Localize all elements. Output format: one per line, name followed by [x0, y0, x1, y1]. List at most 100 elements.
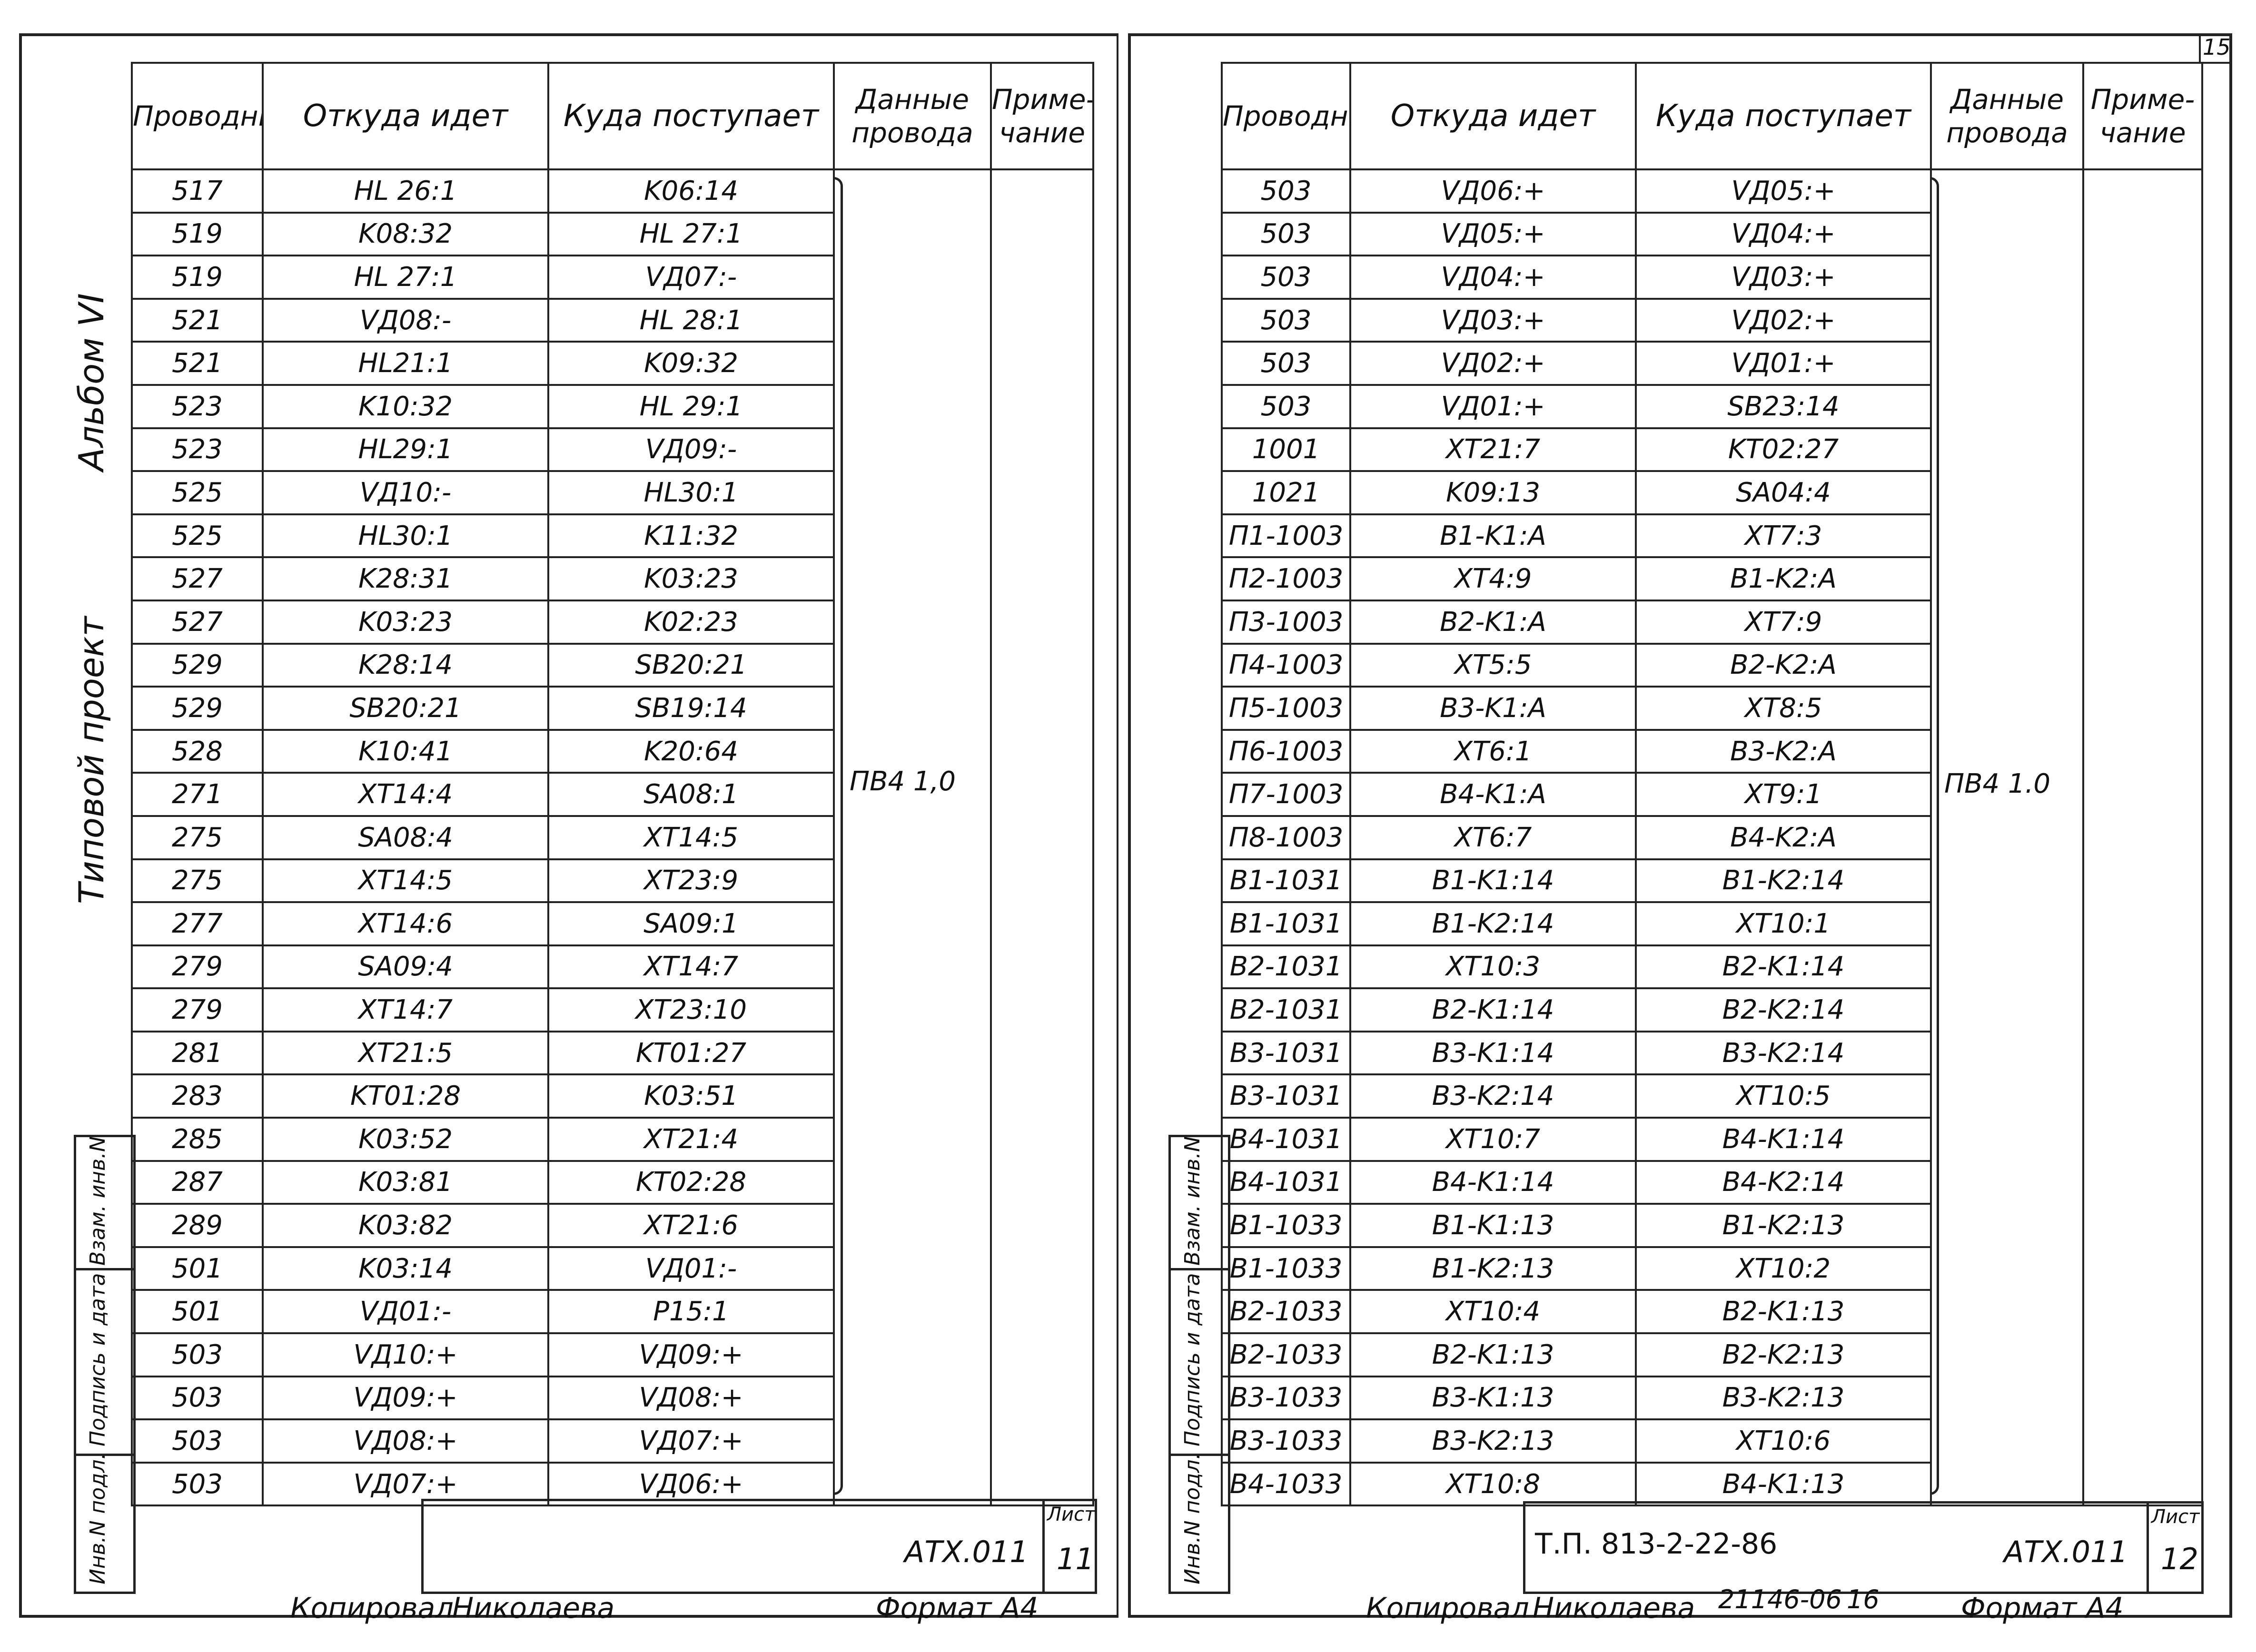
source-terminal-cell: B2-K1:13: [1349, 1332, 1637, 1377]
table-row: 271 XT14:4 SA08:1: [131, 772, 1094, 817]
source-terminal-cell: K03:23: [262, 599, 549, 645]
wire-id-cell: 501: [131, 1289, 264, 1335]
note-cell: [990, 945, 1094, 989]
wire-id-cell: B3-1031: [1221, 1073, 1351, 1119]
note-cell: [990, 687, 1094, 730]
format-left: Формат А4: [876, 1592, 1039, 1625]
source-terminal-cell: VД10:-: [262, 470, 549, 515]
table-row: 523 K10:32 HL 29:1: [131, 384, 1094, 429]
table-row: 503 VД02:+ VД01:+: [1221, 341, 2203, 386]
source-terminal-cell: K28:14: [262, 642, 549, 688]
corner-page-number: 15: [2203, 34, 2231, 60]
sheet-box-left: [1042, 1499, 1097, 1594]
sheet-label-right: Лист: [2151, 1506, 2200, 1528]
table-row: П1-1003 B1-K1:A XT7:3: [1221, 513, 2203, 559]
source-terminal-cell: HL21:1: [262, 341, 549, 386]
destination-terminal-cell: B4-K2:A: [1635, 815, 1932, 860]
note-cell: [990, 859, 1094, 903]
wire-data-cell: [833, 1031, 992, 1075]
wire-data-cell: [833, 168, 992, 213]
source-terminal-cell: K08:32: [262, 211, 549, 257]
wire-data-cell: [1930, 1247, 2084, 1290]
destination-terminal-cell: XT10:1: [1635, 901, 1932, 946]
source-terminal-cell: XT10:3: [1349, 944, 1637, 990]
wire-data-cell: [833, 1247, 992, 1290]
wire-data-cell: [833, 988, 992, 1032]
left-sheet: [19, 33, 1118, 1618]
wire-data-cell: [1930, 384, 2084, 428]
wire-group-brace-right: [1930, 177, 1939, 1495]
project-code: Т.П. 813-2-22-86: [1535, 1527, 1778, 1561]
sheet-number-right: 12: [2161, 1542, 2198, 1576]
table-row: B4-1031 B4-K1:14 B4-K2:14: [1221, 1160, 2203, 1205]
destination-terminal-cell: KT02:27: [1635, 427, 1932, 472]
wire-data-cell: [1930, 1419, 2084, 1463]
wire-id-cell: B4-1033: [1221, 1461, 1351, 1507]
destination-terminal-cell: B1-K2:13: [1635, 1203, 1932, 1248]
wire-data-cell: [1930, 1204, 2084, 1247]
wire-id-cell: B2-1031: [1221, 944, 1351, 990]
note-cell: [990, 212, 1094, 256]
note-cell: [2082, 256, 2203, 299]
wire-data-cell: [833, 212, 992, 256]
table-row: 501 VД01:- P15:1: [131, 1289, 1094, 1335]
wire-data-cell: [1930, 945, 2084, 989]
destination-terminal-cell: K06:14: [547, 168, 835, 214]
table-row: 503 VД05:+ VД04:+: [1221, 211, 2203, 257]
table-row: 519 K08:32 HL 27:1: [131, 211, 1094, 257]
wire-table-left: Проводник Откуда идет Куда поступает Дан…: [131, 62, 1094, 1507]
table-row: 521 HL21:1 K09:32: [131, 341, 1094, 386]
source-terminal-cell: HL30:1: [262, 513, 549, 559]
source-terminal-cell: K03:52: [262, 1117, 549, 1162]
note-cell: [2082, 212, 2203, 256]
note-cell: [2082, 988, 2203, 1032]
order-sheet: 16: [1847, 1584, 1880, 1614]
source-terminal-cell: B1-K1:A: [1349, 513, 1637, 559]
wire-id-cell: 521: [131, 297, 264, 343]
copied-by-right: Копировал: [1366, 1592, 1529, 1625]
destination-terminal-cell: K02:23: [547, 599, 835, 645]
note-cell: [990, 643, 1094, 687]
wire-data-cell: [833, 643, 992, 687]
source-terminal-cell: VД05:+: [1349, 211, 1637, 257]
source-terminal-cell: B3-K1:A: [1349, 686, 1637, 731]
note-cell: [990, 729, 1094, 773]
copied-by-left: Копировал: [290, 1592, 454, 1625]
wire-group-brace-left: [834, 177, 843, 1495]
destination-terminal-cell: VД07:-: [547, 255, 835, 300]
wire-id-cell: 277: [131, 901, 264, 946]
destination-terminal-cell: XT23:10: [547, 987, 835, 1032]
note-cell: [990, 1204, 1094, 1247]
wire-data-cell: [833, 729, 992, 773]
wire-data-cell: [1930, 816, 2084, 859]
note-cell: [2082, 600, 2203, 644]
table-row: 527 K03:23 K02:23: [131, 599, 1094, 645]
table-row: B1-1031 B1-K1:14 B1-K2:14: [1221, 858, 2203, 904]
table-row: 529 K28:14 SB20:21: [131, 642, 1094, 688]
copier-name-left: Николаева: [452, 1592, 615, 1625]
wire-id-cell: 529: [131, 686, 264, 731]
source-terminal-cell: XT4:9: [1349, 556, 1637, 601]
wire-id-cell: B1-1033: [1221, 1203, 1351, 1248]
wire-data-cell: [1930, 342, 2084, 385]
wire-data-cell: [833, 945, 992, 989]
destination-terminal-cell: B3-K2:A: [1635, 728, 1932, 774]
table-row: B2-1031 B2-K1:14 B2-K2:14: [1221, 987, 2203, 1032]
format-right: Формат А4: [1961, 1592, 2124, 1625]
source-terminal-cell: B4-K1:14: [1349, 1160, 1637, 1205]
table-row: B3-1033 B3-K1:13 B3-K2:13: [1221, 1375, 2203, 1421]
destination-terminal-cell: B1-K2:A: [1635, 556, 1932, 601]
table-row: 281 XT21:5 KT01:27: [131, 1030, 1094, 1076]
table-row: B4-1033 XT10:8 B4-K1:13: [1221, 1461, 2203, 1507]
wire-id-cell: B1-1031: [1221, 858, 1351, 904]
wire-id-cell: 503: [1221, 211, 1351, 257]
wire-id-cell: 519: [131, 211, 264, 257]
wire-id-cell: B2-1033: [1221, 1332, 1351, 1377]
source-terminal-cell: HL29:1: [262, 427, 549, 472]
wire-data-cell: [833, 1118, 992, 1161]
wire-data-cell: [1930, 773, 2084, 816]
stamp-signature-date: Подпись и дата: [86, 1273, 110, 1446]
wire-id-cell: 287: [131, 1160, 264, 1205]
stamp-column-left: Взам. инв.N Подпись и дата Инв.N подл.: [74, 1135, 136, 1594]
destination-terminal-cell: HL 28:1: [547, 297, 835, 343]
